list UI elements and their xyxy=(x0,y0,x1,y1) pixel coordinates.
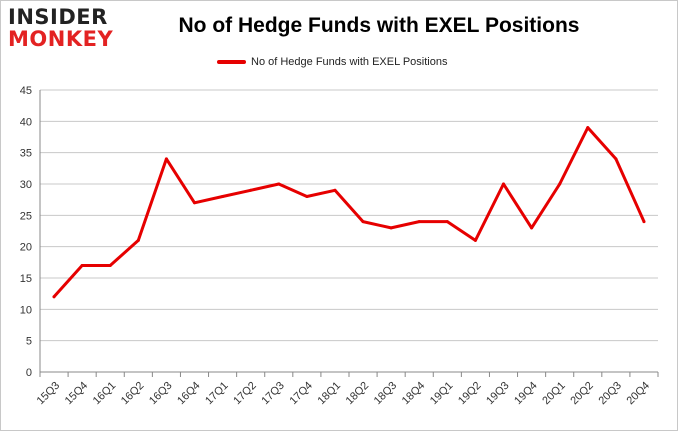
data-point xyxy=(221,195,225,199)
x-tick-label: 17Q3 xyxy=(259,380,287,408)
data-point xyxy=(305,195,309,199)
y-tick-label: 20 xyxy=(20,242,32,254)
data-point xyxy=(52,295,56,299)
data-point xyxy=(389,226,393,230)
logo-bottom-text: MONKEY xyxy=(8,27,114,51)
data-point xyxy=(586,126,590,130)
x-tick-label: 17Q1 xyxy=(203,380,231,408)
x-tick-label: 16Q2 xyxy=(119,380,147,408)
x-tick-label: 17Q2 xyxy=(231,380,259,408)
chart-legend: No of Hedge Funds with EXEL Positions xyxy=(217,54,447,70)
data-point xyxy=(361,220,365,224)
x-tick-label: 20Q1 xyxy=(540,380,568,408)
y-tick-label: 5 xyxy=(26,336,32,348)
y-tick-label: 25 xyxy=(20,210,32,222)
data-point xyxy=(249,188,253,192)
data-point xyxy=(277,182,281,186)
y-tick-label: 10 xyxy=(20,304,32,316)
x-tick-label: 15Q3 xyxy=(35,380,63,408)
chart-title: No of Hedge Funds with EXEL Positions xyxy=(178,14,580,37)
x-tick-label: 16Q4 xyxy=(175,380,203,408)
data-point xyxy=(164,157,168,161)
y-tick-label: 40 xyxy=(20,116,32,128)
x-tick-label: 18Q3 xyxy=(372,380,400,408)
x-tick-label: 20Q2 xyxy=(568,380,596,408)
x-tick-label: 19Q3 xyxy=(484,380,512,408)
x-tick-label: 17Q4 xyxy=(287,380,315,408)
data-point xyxy=(642,220,646,224)
data-point xyxy=(558,182,562,186)
x-tick-label: 15Q4 xyxy=(63,380,91,408)
data-point xyxy=(473,238,477,242)
x-tick-label: 20Q3 xyxy=(596,380,624,408)
legend-swatch xyxy=(217,60,246,64)
x-tick-label: 20Q4 xyxy=(625,380,653,408)
data-point xyxy=(136,238,140,242)
x-tick-label: 18Q4 xyxy=(400,380,428,408)
data-point xyxy=(193,201,196,205)
legend-label: No of Hedge Funds with EXEL Positions xyxy=(251,56,448,68)
x-tick-label: 16Q3 xyxy=(147,380,175,408)
y-tick-label: 0 xyxy=(26,367,32,379)
y-tick-label: 15 xyxy=(20,273,32,285)
data-point xyxy=(80,263,84,267)
data-point xyxy=(445,220,449,224)
x-tick-label: 18Q2 xyxy=(344,380,372,408)
data-point xyxy=(614,157,618,161)
series-line xyxy=(52,126,646,299)
x-tick-label: 19Q2 xyxy=(456,380,484,408)
insider-monkey-logo: INSIDER MONKEY xyxy=(8,6,126,56)
x-tick-label: 16Q1 xyxy=(91,380,119,408)
y-tick-label: 35 xyxy=(20,148,32,160)
data-point xyxy=(530,226,534,230)
data-point xyxy=(417,220,421,224)
y-tick-label: 30 xyxy=(20,179,32,191)
logo-top-text: INSIDER xyxy=(8,5,108,29)
x-tick-label: 19Q4 xyxy=(512,380,540,408)
x-tick-label: 18Q1 xyxy=(316,380,344,408)
data-point xyxy=(333,188,337,192)
data-point xyxy=(502,182,505,186)
data-point xyxy=(108,263,112,267)
x-tick-label: 19Q1 xyxy=(428,380,456,408)
y-tick-label: 45 xyxy=(20,85,32,97)
